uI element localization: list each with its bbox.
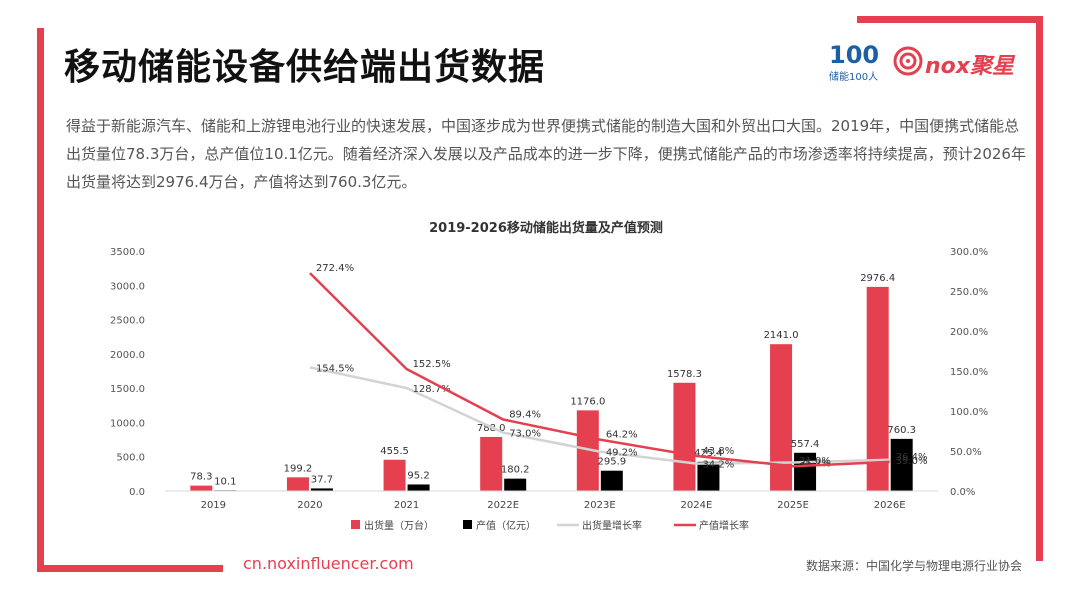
growth-rate-label: 39.0% (896, 456, 928, 467)
legend-label: 出货量增长率 (582, 519, 642, 532)
value-bar (407, 484, 430, 491)
shipment-bar-label: 2141.0 (764, 330, 799, 341)
x-tick-label: 2024E (681, 500, 713, 511)
value-bar-label: 10.1 (214, 476, 236, 487)
shipment-bar (383, 459, 406, 491)
y-tick-label: 2000.0 (110, 350, 145, 361)
value-bar (504, 478, 527, 491)
shipment-bar (866, 286, 889, 491)
y-tick-label: 0.0 (129, 487, 145, 498)
shipment-bar (286, 477, 309, 491)
value-bar-label: 295.9 (597, 457, 626, 468)
legend-label: 产值（亿元） (476, 519, 536, 532)
y2-tick-label: 300.0% (950, 247, 988, 258)
shipment-bar-label: 1578.3 (667, 369, 702, 380)
growth-rate-label: 152.5% (413, 359, 451, 370)
growth-rate-label: 89.4% (509, 409, 541, 420)
shipment-bar-label: 788.0 (477, 423, 506, 434)
value-bar (600, 470, 623, 491)
x-tick-label: 2022E (487, 500, 519, 511)
value-bar-label: 180.2 (501, 465, 530, 476)
x-tick-label: 2026E (874, 500, 906, 511)
value-bar-label: 95.2 (407, 470, 429, 481)
shipment-bar (770, 344, 793, 491)
growth-rate-label: 49.2% (606, 448, 638, 459)
x-tick-label: 2021 (394, 500, 419, 511)
value-bar-label: 760.3 (887, 425, 916, 436)
y2-tick-label: 200.0% (950, 327, 988, 338)
y-tick-label: 1500.0 (110, 384, 145, 395)
shipment-growth-line (309, 366, 890, 465)
shipment-bar (190, 485, 213, 491)
x-tick-label: 2023E (584, 500, 616, 511)
shipment-bar-label: 78.3 (190, 472, 212, 483)
frame-top-bar (857, 16, 1043, 23)
frame-right-bar (1036, 16, 1043, 561)
nox-logo-text: nox聚星 (925, 54, 1014, 79)
y-tick-label: 3000.0 (110, 281, 145, 292)
value-growth-line (309, 272, 890, 468)
logo-mark: 100 (829, 41, 880, 69)
shipment-bar-label: 1176.0 (570, 396, 605, 407)
x-tick-label: 2025E (777, 500, 809, 511)
footer-url: cn.noxinfluencer.com (243, 554, 414, 573)
data-source: 数据来源：中国化学与物理电源行业协会 (806, 559, 1023, 573)
shipment-bar-label: 199.2 (284, 463, 313, 474)
y-tick-label: 2500.0 (110, 316, 145, 327)
growth-rate-label: 128.7% (413, 384, 451, 395)
legend-swatch (351, 520, 360, 529)
growth-rate-label: 36.4% (896, 452, 928, 463)
logo-subtitle: 储能100人 (829, 72, 879, 83)
legend-swatch (463, 520, 472, 529)
chart-title: 2019-2026移动储能出货量及产值预测 (429, 220, 663, 236)
y2-tick-label: 150.0% (950, 367, 988, 378)
growth-rate-label: 34.2% (702, 460, 734, 471)
shipment-bar-label: 455.5 (380, 446, 409, 457)
shipment-value-chart: 2019-2026移动储能出货量及产值预测 0.0 500.0 1000.0 1500… (110, 220, 988, 532)
y-tick-label: 3500.0 (110, 247, 145, 258)
shipment-bar-label: 2976.4 (860, 273, 895, 284)
intro-paragraph: 得益于新能源汽车、储能和上游锂电池行业的快速发展，中国逐步成为世界便携式储能的制… (66, 117, 1026, 191)
y2-tick-label: 250.0% (950, 287, 988, 298)
energy-storage-100-logo: 100 储能100人 (829, 41, 887, 83)
value-bar (310, 488, 333, 491)
y2-tick-label: 50.0% (950, 447, 982, 458)
value-bar (890, 438, 913, 491)
x-tick-label: 2020 (297, 500, 322, 511)
y-tick-label: 1000.0 (110, 418, 145, 429)
growth-rate-label: 64.2% (606, 430, 638, 441)
growth-rate-label: 272.4% (316, 263, 354, 274)
legend-label: 产值增长率 (699, 519, 749, 532)
y2-tick-label: 0.0% (950, 487, 975, 498)
nox-logo: nox聚星 (893, 44, 1017, 79)
growth-rate-label: 31.0% (799, 456, 831, 467)
growth-rate-label: 43.8% (702, 446, 734, 457)
growth-rate-label: 73.0% (509, 429, 541, 440)
growth-rate-label: 35.7% (799, 458, 831, 469)
value-bar-label: 37.7 (311, 474, 333, 485)
shipment-bar (480, 436, 503, 491)
shipment-bar (576, 410, 599, 491)
frame-bottom-bar (37, 565, 223, 572)
value-bar-label: 557.4 (791, 439, 820, 450)
growth-rate-label: 154.5% (316, 363, 354, 374)
value-bar-label: 425.4 (694, 448, 723, 459)
page-title: 移动储能设备供给端出货数据 (64, 47, 546, 88)
value-bar (697, 461, 720, 491)
shipment-bar (673, 382, 696, 491)
y-tick-label: 500.0 (116, 453, 145, 464)
legend-label: 出货量（万台） (364, 519, 434, 532)
x-tick-label: 2019 (201, 500, 226, 511)
frame-left-bar (37, 28, 44, 568)
y2-tick-label: 100.0% (950, 407, 988, 418)
nox-circle-icon (893, 46, 923, 76)
